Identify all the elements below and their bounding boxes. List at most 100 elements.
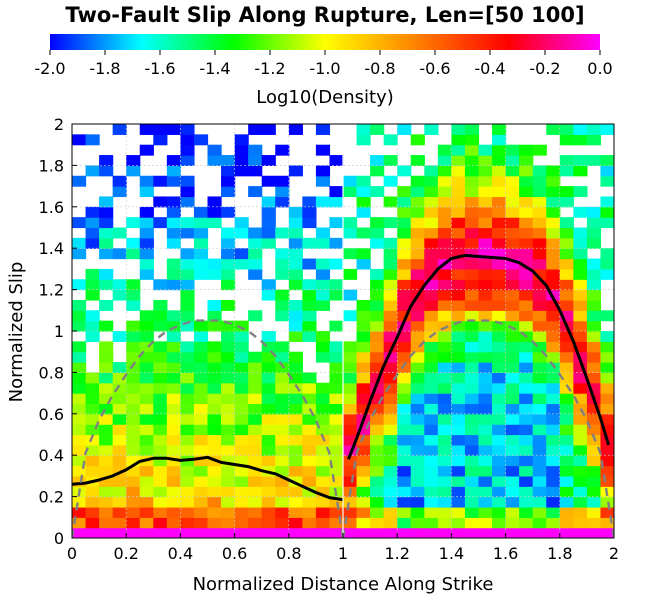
heatmap-cell — [207, 217, 222, 229]
heatmap-cell — [546, 506, 561, 518]
heatmap-cell — [180, 486, 195, 498]
heatmap-cell — [356, 310, 371, 322]
heatmap-cell — [275, 393, 290, 405]
heatmap-cell — [99, 237, 114, 249]
heatmap-cell — [139, 475, 154, 487]
heatmap-cell — [478, 403, 493, 415]
heatmap-cell — [343, 341, 358, 353]
heatmap-cell — [505, 527, 520, 538]
heatmap-cell — [261, 434, 276, 446]
heatmap-cell — [586, 258, 602, 270]
heatmap-cell — [193, 444, 209, 456]
colorbar-tick-label: -1.2 — [254, 59, 285, 78]
heatmap-cell — [126, 465, 141, 477]
heatmap-cell — [180, 320, 195, 332]
heatmap-cell — [139, 403, 154, 415]
heatmap-cell — [153, 444, 168, 456]
heatmap-cell — [261, 237, 276, 249]
heatmap-cell — [234, 341, 249, 353]
heatmap-cell — [153, 455, 168, 467]
heatmap-cell — [207, 393, 222, 405]
heatmap-cell — [437, 196, 452, 208]
heatmap-cell — [126, 455, 141, 467]
heatmap-cell — [112, 413, 127, 425]
heatmap-cell — [519, 341, 534, 353]
heatmap-cell — [85, 517, 100, 529]
heatmap-cell — [451, 331, 466, 342]
heatmap-cell — [383, 465, 398, 477]
heatmap-cell — [532, 486, 547, 498]
heatmap-cell — [437, 486, 452, 498]
heatmap-cell — [302, 496, 317, 508]
heatmap-cell — [193, 372, 209, 384]
heatmap-cell — [180, 186, 195, 198]
heatmap-cell — [72, 320, 87, 332]
heatmap-cell — [288, 434, 303, 446]
heatmap-cell — [505, 186, 520, 198]
heatmap-cell — [85, 413, 100, 425]
heatmap-cell — [451, 382, 466, 394]
heatmap-cell — [234, 413, 249, 425]
y-tick-label: 0.4 — [39, 446, 64, 465]
heatmap-cell — [234, 496, 249, 508]
heatmap-cell — [437, 144, 452, 156]
heatmap-cell — [559, 506, 574, 518]
heatmap-cell — [99, 227, 114, 239]
heatmap-cell — [586, 206, 602, 218]
x-tick-label: 1.6 — [493, 544, 518, 563]
heatmap-cell — [261, 486, 276, 498]
heatmap-cell — [519, 237, 534, 249]
heatmap-cell — [478, 382, 493, 394]
heatmap-cell — [315, 299, 331, 311]
heatmap-cell — [383, 351, 398, 363]
heatmap-cell — [166, 362, 181, 373]
heatmap-cell — [600, 372, 614, 384]
heatmap-cell — [315, 237, 331, 249]
heatmap-cell — [397, 424, 412, 436]
heatmap-cell — [492, 237, 507, 249]
heatmap-cell — [464, 279, 480, 291]
heatmap-cell — [410, 424, 425, 436]
heatmap-cell — [478, 506, 493, 518]
heatmap-cell — [207, 413, 222, 425]
heatmap-cell — [546, 124, 561, 135]
heatmap-cell — [234, 475, 249, 487]
heatmap-cell — [126, 217, 141, 229]
heatmap-cell — [99, 517, 114, 529]
heatmap-cell — [437, 506, 452, 518]
heatmap-cell — [464, 186, 480, 198]
heatmap-cell — [437, 362, 452, 373]
heatmap-cell — [221, 444, 236, 456]
heatmap-cell — [370, 331, 385, 342]
heatmap-cell — [424, 248, 439, 260]
heatmap-cell — [546, 196, 561, 208]
heatmap-cell — [343, 434, 358, 446]
heatmap-cell — [99, 248, 114, 260]
heatmap-cell — [166, 413, 181, 425]
heatmap-cell — [437, 227, 452, 239]
heatmap-cell — [451, 186, 466, 198]
heatmap-cell — [72, 351, 87, 363]
heatmap-cell — [261, 331, 276, 342]
heatmap-cell — [85, 424, 100, 436]
heatmap-cell — [559, 124, 574, 135]
heatmap-cell — [600, 506, 614, 518]
heatmap-cell — [532, 331, 547, 342]
heatmap-cell — [72, 393, 87, 405]
heatmap-cell — [464, 289, 480, 301]
heatmap-cell — [586, 341, 602, 353]
heatmap-cell — [72, 310, 87, 322]
heatmap-cell — [519, 351, 534, 363]
heatmap-cell — [166, 341, 181, 353]
heatmap-cell — [451, 517, 466, 529]
heatmap-cell — [356, 444, 371, 456]
heatmap-cell — [193, 134, 209, 146]
heatmap-cell — [99, 506, 114, 518]
heatmap-cell — [370, 444, 385, 456]
heatmap-cell — [99, 341, 114, 353]
heatmap-cell — [329, 444, 344, 456]
heatmap-cell — [397, 434, 412, 446]
heatmap-cell — [234, 382, 249, 394]
heatmap-cell — [207, 403, 222, 415]
heatmap-cell — [207, 372, 222, 384]
